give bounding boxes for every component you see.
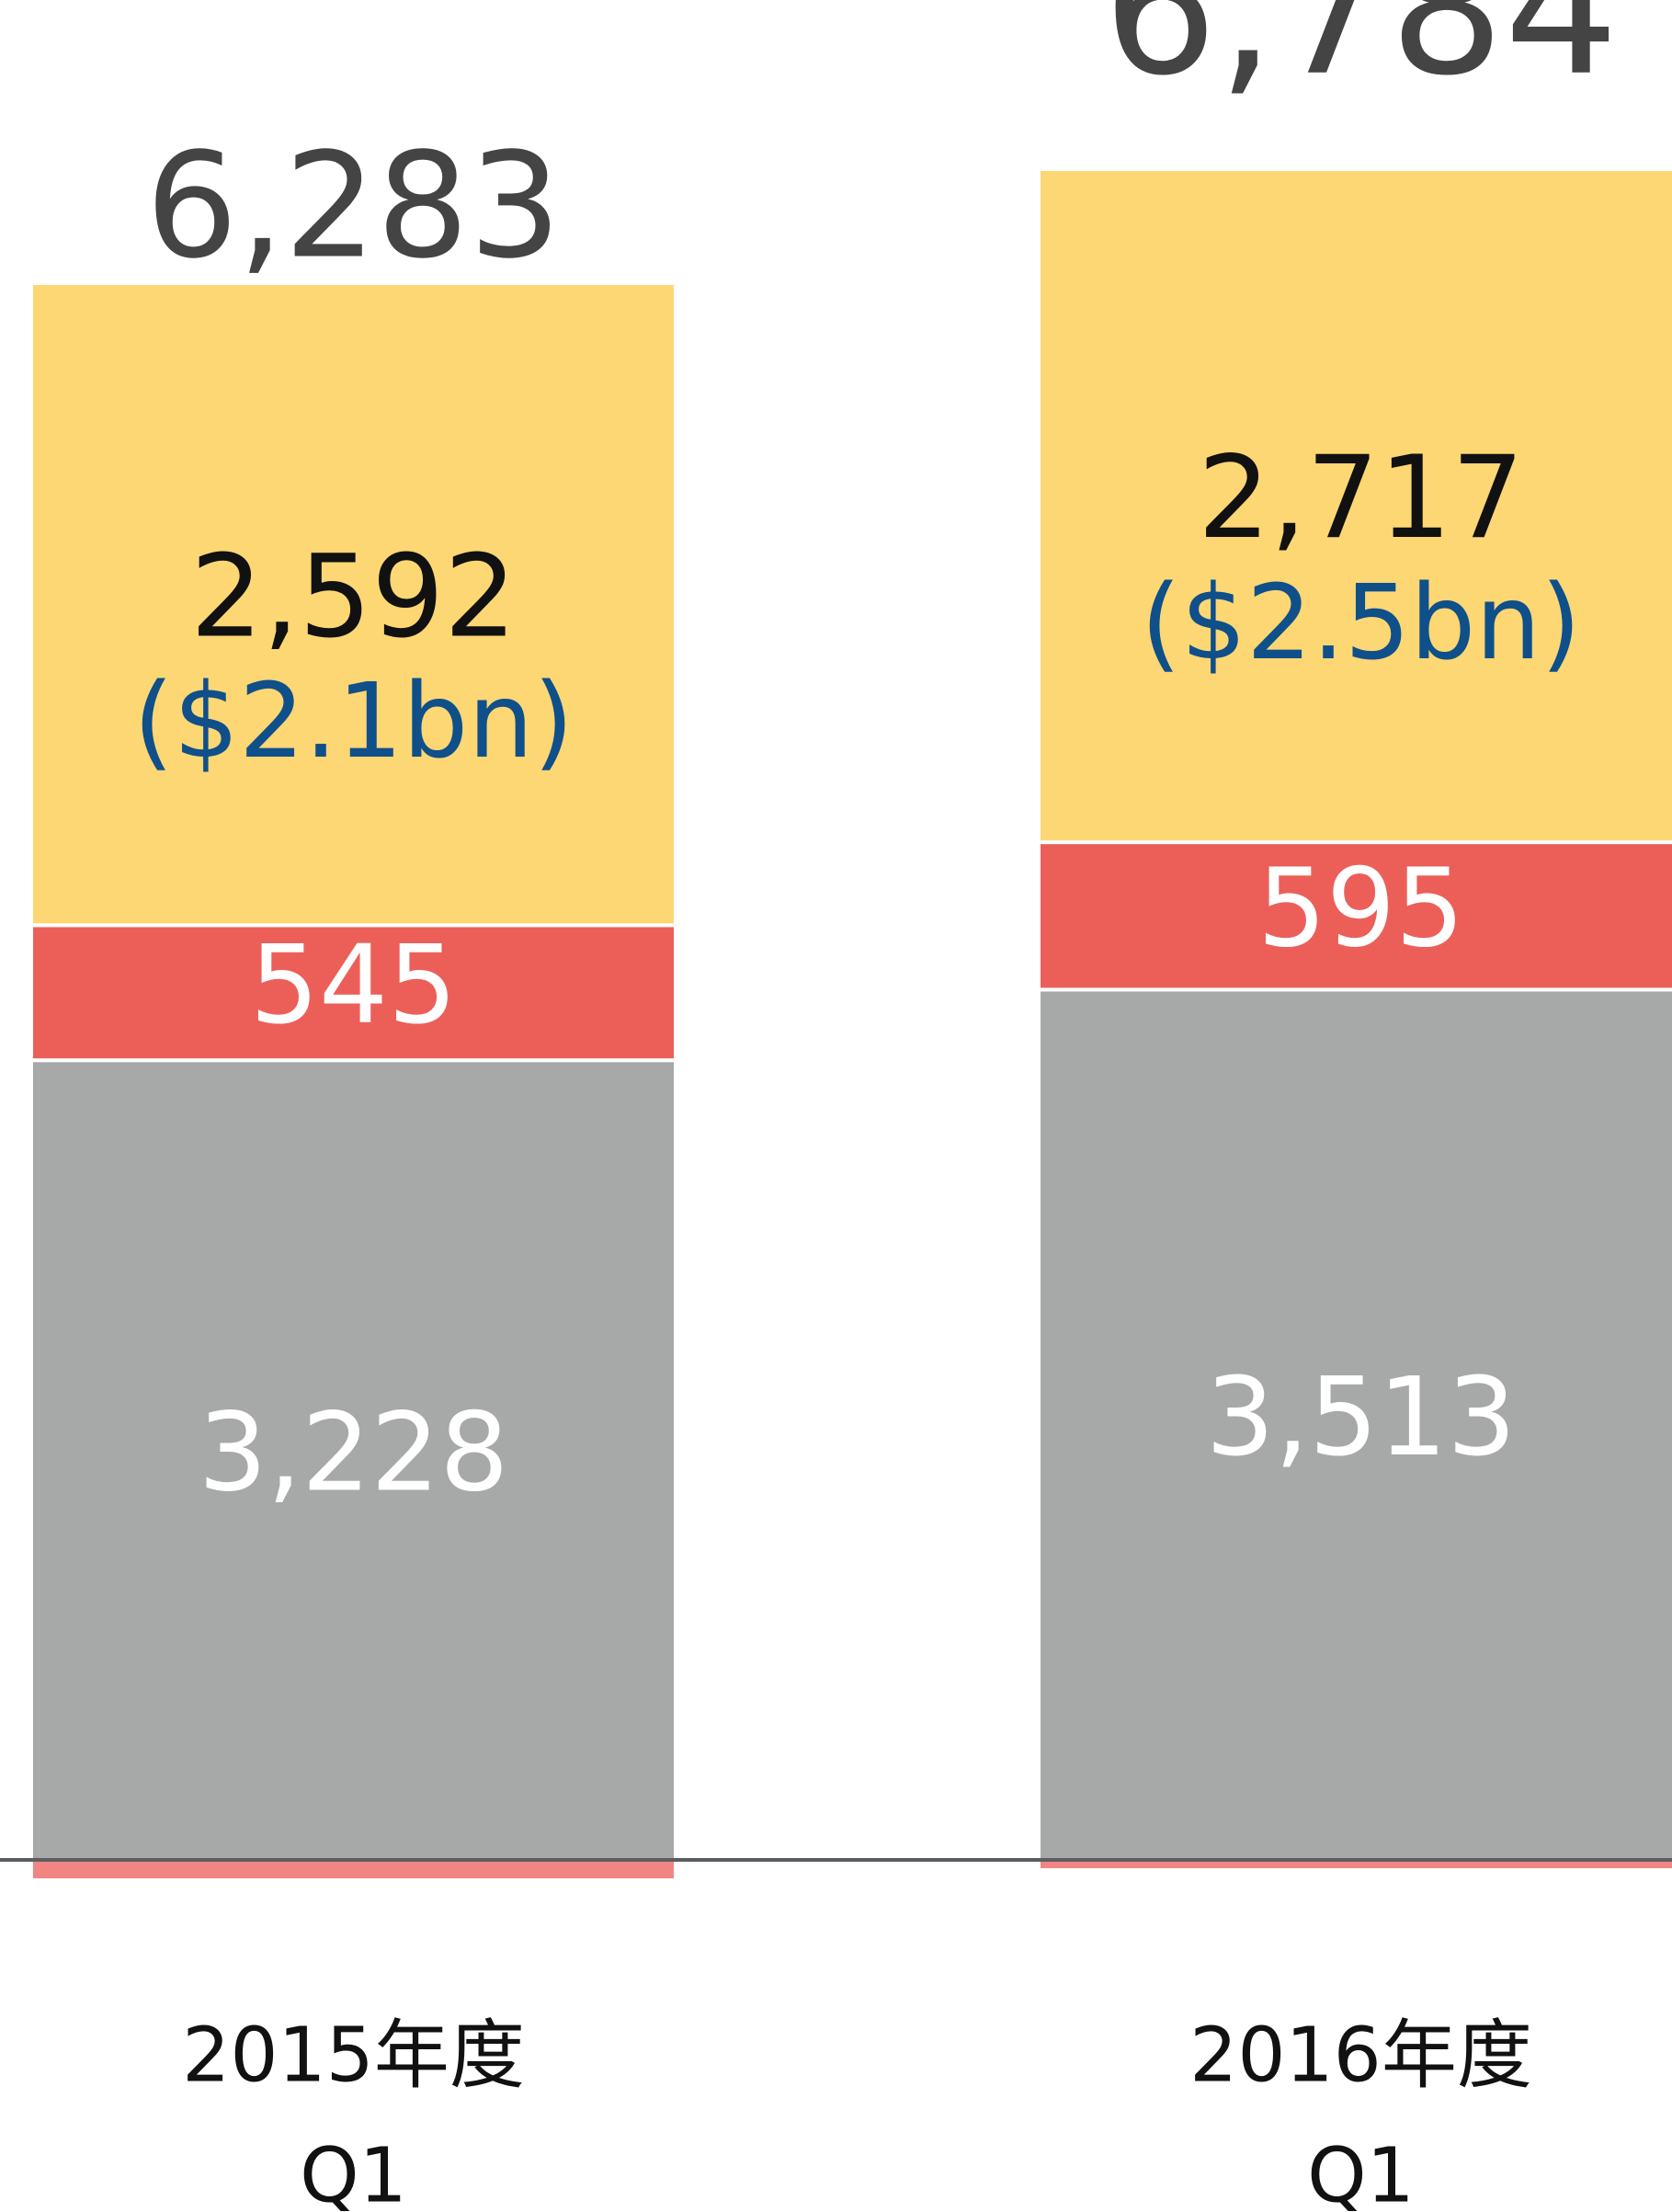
bar-segment <box>29 1858 677 1883</box>
x-tick-label: 2015年度 <box>182 2012 525 2099</box>
bar-segment <box>29 1058 677 1862</box>
segment-label: 3,228 <box>199 1388 509 1515</box>
x-tick-label: Q1 <box>300 2132 407 2212</box>
segment-label: 2,717 <box>1198 432 1524 564</box>
total-label: 6,283 <box>145 121 561 291</box>
segment-label: 595 <box>1257 844 1464 971</box>
total-label: 6,784 <box>1103 0 1619 116</box>
bar-segment <box>29 923 677 1063</box>
bar-segment <box>1037 840 1672 992</box>
segment-label: 2,592 <box>190 530 517 663</box>
bar-segment <box>29 280 677 928</box>
bar-segment <box>1037 167 1672 845</box>
x-tick-label: Q1 <box>1307 2132 1415 2212</box>
segment-label: 545 <box>250 921 457 1048</box>
bar-segment <box>1037 987 1672 1862</box>
segment-label: 3,513 <box>1206 1353 1517 1480</box>
x-tick-label: 2016年度 <box>1189 2012 1532 2099</box>
segment-sublabel: ($2.5bn) <box>1141 564 1581 683</box>
segment-sublabel: ($2.1bn) <box>133 662 574 781</box>
